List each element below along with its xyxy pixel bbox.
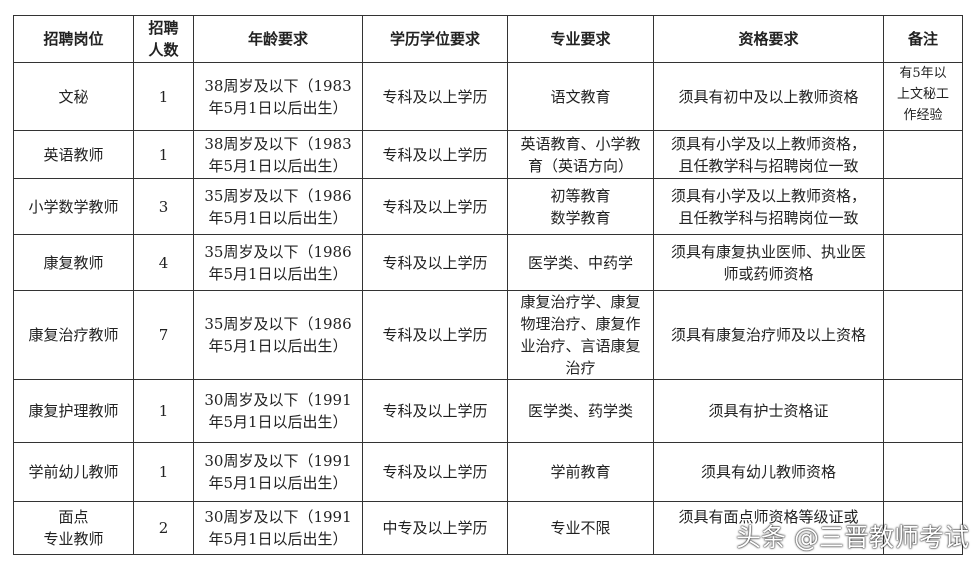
- cell-note: [883, 442, 963, 502]
- cell-post: 康复教师: [13, 234, 134, 291]
- table-row: 文秘 1 38周岁及以下（1983 年5月1日以后出生） 专科及以上学历 语文教育 须具有…: [13, 62, 963, 131]
- cell-count: 1: [133, 130, 194, 179]
- cell-post: 小学数学教师: [13, 178, 134, 235]
- header-row: 招聘岗位 招聘 人数 年龄要求 学历学位要求 专业要求 资格要求 备注: [13, 15, 963, 63]
- table-row: 学前幼儿教师 1 30周岁及以下（1991 年5月1日以后出生） 专科及以上学历 学前教…: [13, 442, 963, 502]
- cell-major: 初等教育 数学教育: [507, 178, 654, 235]
- cell-post: 文秘: [13, 62, 134, 131]
- table-row: 面点 专业教师 2 30周岁及以下（1991 年5月1日以后出生） 中专及以上学历 专业…: [13, 501, 963, 555]
- cell-qual: 须具有小学及以上教师资格， 且任教学科与招聘岗位一致: [653, 130, 884, 179]
- cell-major: 医学类、药学类: [507, 379, 654, 443]
- recruitment-table: 招聘岗位 招聘 人数 年龄要求 学历学位要求 专业要求 资格要求 备注 文秘 1 38周岁及以下…: [13, 15, 963, 555]
- cell-qual: 须具有康复治疗师及以上资格: [653, 290, 884, 380]
- cell-post: 英语教师: [13, 130, 134, 179]
- cell-major: 语文教育: [507, 62, 654, 131]
- column-header: 备注: [883, 15, 963, 63]
- cell-count: 2: [133, 501, 194, 555]
- cell-note: [883, 379, 963, 443]
- cell-count: 4: [133, 234, 194, 291]
- cell-count: 1: [133, 62, 194, 131]
- cell-post: 康复护理教师: [13, 379, 134, 443]
- cell-age: 30周岁及以下（1991 年5月1日以后出生）: [193, 379, 363, 443]
- cell-edu: 中专及以上学历: [362, 501, 508, 555]
- watermark: 头条 @三晋教师考试: [736, 523, 969, 552]
- cell-major: 学前教育: [507, 442, 654, 502]
- cell-age: 35周岁及以下（1986 年5月1日以后出生）: [193, 234, 363, 291]
- cell-note: [883, 234, 963, 291]
- cell-qual: 须具有康复执业医师、执业医 师或药师资格: [653, 234, 884, 291]
- column-header: 招聘岗位: [13, 15, 134, 63]
- table-row: 英语教师 1 38周岁及以下（1983 年5月1日以后出生） 专科及以上学历 英语教育、…: [13, 130, 963, 179]
- cell-edu: 专科及以上学历: [362, 379, 508, 443]
- cell-qual: 须具有初中及以上教师资格: [653, 62, 884, 131]
- cell-major: 专业不限: [507, 501, 654, 555]
- cell-major: 医学类、中药学: [507, 234, 654, 291]
- cell-post: 康复治疗教师: [13, 290, 134, 380]
- cell-major: 康复治疗学、康复 物理治疗、康复作 业治疗、言语康复 治疗: [507, 290, 654, 380]
- column-header: 招聘 人数: [133, 15, 194, 63]
- column-header: 年龄要求: [193, 15, 363, 63]
- cell-count: 1: [133, 379, 194, 443]
- table-row: 小学数学教师 3 35周岁及以下（1986 年5月1日以后出生） 专科及以上学历 初等教…: [13, 178, 963, 235]
- table-row: 康复治疗教师 7 35周岁及以下（1986 年5月1日以后出生） 专科及以上学历 康复治…: [13, 290, 963, 380]
- cell-note: [883, 178, 963, 235]
- cell-major: 英语教育、小学教 育（英语方向）: [507, 130, 654, 179]
- cell-age: 30周岁及以下（1991 年5月1日以后出生）: [193, 442, 363, 502]
- cell-qual: 须具有幼儿教师资格: [653, 442, 884, 502]
- cell-count: 1: [133, 442, 194, 502]
- cell-age: 38周岁及以下（1983 年5月1日以后出生）: [193, 62, 363, 131]
- cell-age: 35周岁及以下（1986 年5月1日以后出生）: [193, 290, 363, 380]
- cell-edu: 专科及以上学历: [362, 290, 508, 380]
- cell-edu: 专科及以上学历: [362, 442, 508, 502]
- cell-qual: 须具有小学及以上教师资格， 且任教学科与招聘岗位一致: [653, 178, 884, 235]
- cell-note: [883, 130, 963, 179]
- column-header: 资格要求: [653, 15, 884, 63]
- cell-note: [883, 290, 963, 380]
- cell-count: 3: [133, 178, 194, 235]
- cell-qual: 须具有护士资格证: [653, 379, 884, 443]
- cell-qual: 须具有面点师资格等级证或: [653, 501, 884, 555]
- cell-post: 学前幼儿教师: [13, 442, 134, 502]
- cell-edu: 专科及以上学历: [362, 62, 508, 131]
- cell-note: [883, 501, 963, 555]
- cell-post: 面点 专业教师: [13, 501, 134, 555]
- cell-age: 30周岁及以下（1991 年5月1日以后出生）: [193, 501, 363, 555]
- cell-age: 38周岁及以下（1983 年5月1日以后出生）: [193, 130, 363, 179]
- table-row: 康复教师 4 35周岁及以下（1986 年5月1日以后出生） 专科及以上学历 医学类、中…: [13, 234, 963, 291]
- cell-edu: 专科及以上学历: [362, 178, 508, 235]
- cell-edu: 专科及以上学历: [362, 130, 508, 179]
- cell-count: 7: [133, 290, 194, 380]
- column-header: 学历学位要求: [362, 15, 508, 63]
- cell-note: 有5年以 上文秘工 作经验: [883, 62, 963, 131]
- table-row: 康复护理教师 1 30周岁及以下（1991 年5月1日以后出生） 专科及以上学历 医学类…: [13, 379, 963, 443]
- cell-age: 35周岁及以下（1986 年5月1日以后出生）: [193, 178, 363, 235]
- cell-edu: 专科及以上学历: [362, 234, 508, 291]
- column-header: 专业要求: [507, 15, 654, 63]
